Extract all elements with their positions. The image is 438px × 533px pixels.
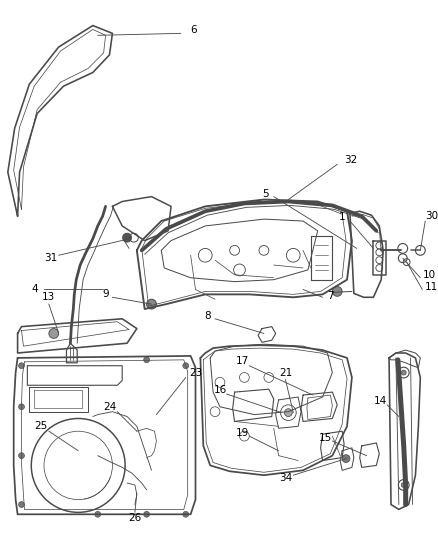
Text: 24: 24 <box>103 402 116 412</box>
Circle shape <box>18 453 25 458</box>
Circle shape <box>144 357 149 363</box>
Text: 10: 10 <box>423 270 436 280</box>
Text: 13: 13 <box>42 292 56 302</box>
Circle shape <box>144 511 149 517</box>
Circle shape <box>401 482 406 487</box>
Circle shape <box>95 511 101 517</box>
Text: 15: 15 <box>319 433 332 443</box>
Text: 1: 1 <box>339 212 346 222</box>
Text: 17: 17 <box>236 356 249 366</box>
Circle shape <box>342 455 350 463</box>
Circle shape <box>49 328 59 338</box>
Text: 23: 23 <box>190 368 203 377</box>
Circle shape <box>18 404 25 410</box>
Text: 5: 5 <box>262 189 269 199</box>
Text: 19: 19 <box>236 428 249 438</box>
Text: 4: 4 <box>32 285 39 294</box>
Circle shape <box>401 370 406 375</box>
Text: 31: 31 <box>44 253 57 263</box>
Text: 32: 32 <box>344 156 357 165</box>
Circle shape <box>183 363 189 369</box>
Text: 30: 30 <box>425 211 438 221</box>
Circle shape <box>183 511 189 517</box>
Text: 8: 8 <box>204 311 211 321</box>
Text: 11: 11 <box>425 281 438 292</box>
Circle shape <box>147 299 156 309</box>
Circle shape <box>284 409 292 417</box>
Text: 26: 26 <box>128 513 141 523</box>
Text: 6: 6 <box>191 26 197 35</box>
Circle shape <box>18 502 25 507</box>
Circle shape <box>123 233 131 242</box>
Text: 7: 7 <box>328 292 334 301</box>
Text: 9: 9 <box>102 289 109 300</box>
Text: 16: 16 <box>213 385 226 395</box>
Text: 21: 21 <box>279 368 292 377</box>
Text: 25: 25 <box>35 421 48 431</box>
Circle shape <box>332 287 342 296</box>
Circle shape <box>18 363 25 369</box>
Text: 34: 34 <box>279 473 292 483</box>
Text: 14: 14 <box>374 396 387 406</box>
